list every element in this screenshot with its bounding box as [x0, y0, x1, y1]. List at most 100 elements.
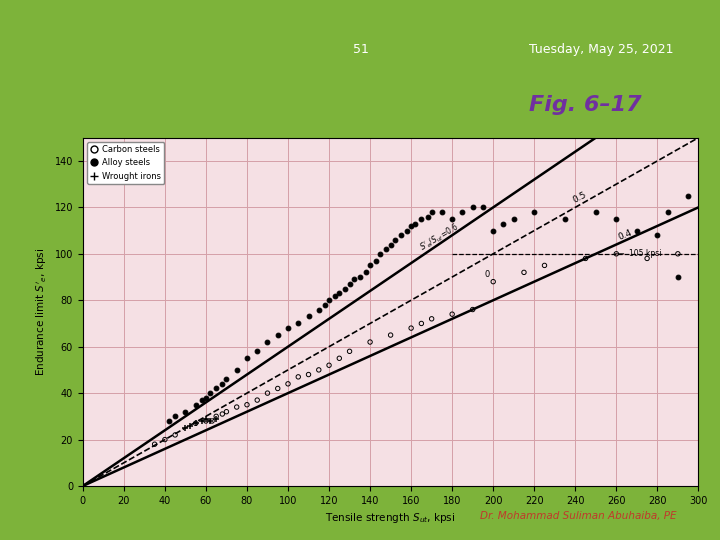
Point — [672, 273, 684, 281]
Point — [313, 305, 325, 314]
Point — [200, 414, 212, 423]
Point — [196, 417, 207, 426]
Point — [282, 324, 294, 333]
Point — [364, 338, 376, 346]
Point — [330, 291, 341, 300]
Point — [652, 231, 663, 240]
Point — [190, 401, 202, 409]
Point — [498, 219, 509, 228]
Point — [231, 366, 243, 374]
Point — [348, 275, 359, 284]
Text: 0: 0 — [485, 270, 490, 279]
Point — [487, 226, 499, 235]
Text: Dr. Mohammad Suliman Abuhaiba, PE: Dr. Mohammad Suliman Abuhaiba, PE — [480, 511, 677, 521]
Point — [456, 208, 468, 217]
Point — [426, 314, 438, 323]
Point — [340, 284, 351, 293]
Point — [415, 319, 427, 328]
Point — [207, 417, 218, 426]
Point — [262, 389, 274, 397]
Point — [385, 240, 397, 249]
Point — [360, 268, 372, 276]
Point — [590, 208, 602, 217]
Point — [184, 421, 195, 430]
Point — [272, 384, 284, 393]
Point — [410, 219, 421, 228]
Point — [539, 261, 550, 269]
Point — [282, 380, 294, 388]
Point — [323, 361, 335, 369]
Point — [159, 435, 171, 444]
Point — [467, 305, 479, 314]
Point — [446, 214, 458, 224]
Point — [477, 203, 489, 212]
Point — [389, 235, 400, 244]
Point — [344, 347, 356, 356]
Point — [611, 249, 622, 258]
Point — [251, 347, 263, 356]
Point — [149, 440, 161, 449]
Point — [422, 212, 433, 221]
Point — [354, 273, 366, 281]
Point — [217, 410, 228, 418]
Point — [292, 373, 304, 381]
Point — [163, 417, 175, 426]
Point — [169, 412, 181, 421]
Point — [446, 310, 458, 319]
Point — [401, 226, 413, 235]
Point — [344, 280, 356, 288]
Text: 105 kpsi: 105 kpsi — [629, 249, 661, 258]
Point — [200, 394, 212, 402]
Point — [204, 389, 216, 397]
Point — [210, 414, 222, 423]
Text: Fig. 6–17: Fig. 6–17 — [529, 95, 642, 116]
Y-axis label: Endurance limit $S'_e$, kpsi: Endurance limit $S'_e$, kpsi — [35, 248, 49, 376]
Point — [333, 289, 345, 298]
Point — [302, 370, 314, 379]
Point — [508, 214, 520, 224]
Point — [415, 214, 427, 224]
Point — [217, 380, 228, 388]
Point — [231, 403, 243, 411]
Point — [528, 208, 540, 217]
Text: e: e — [313, 108, 326, 127]
Point — [333, 354, 345, 363]
Point — [180, 423, 192, 432]
Point — [672, 249, 684, 258]
Point — [487, 278, 499, 286]
Point — [292, 319, 304, 328]
Point — [436, 208, 448, 217]
Point — [251, 396, 263, 404]
Point — [196, 396, 207, 404]
Legend: Carbon steels, Alloy steels, Wrought irons: Carbon steels, Alloy steels, Wrought iro… — [87, 142, 164, 184]
Point — [262, 338, 274, 346]
Point — [642, 254, 653, 263]
Text: Tuesday, May 25, 2021: Tuesday, May 25, 2021 — [528, 43, 673, 56]
Point — [405, 221, 417, 230]
Point — [364, 261, 376, 269]
Text: Reliability Factor $\bfit{k}$: Reliability Factor $\bfit{k}$ — [37, 89, 365, 122]
X-axis label: Tensile strength $S_{ut}$, kpsi: Tensile strength $S_{ut}$, kpsi — [325, 511, 456, 525]
Point — [241, 401, 253, 409]
Point — [210, 412, 222, 421]
Text: $S'_e/S_{ut}$=0.6: $S'_e/S_{ut}$=0.6 — [418, 220, 462, 254]
Point — [190, 419, 202, 428]
Point — [220, 407, 232, 416]
Point — [313, 366, 325, 374]
Point — [180, 407, 192, 416]
Point — [683, 191, 694, 200]
Point — [580, 254, 591, 263]
Point — [405, 324, 417, 333]
Point — [241, 354, 253, 363]
Point — [426, 208, 438, 217]
Point — [200, 417, 212, 426]
Point — [467, 203, 479, 212]
Point — [169, 430, 181, 439]
Text: 0.5: 0.5 — [571, 190, 588, 205]
Point — [631, 226, 642, 235]
Point — [611, 214, 622, 224]
Point — [662, 208, 673, 217]
Point — [385, 330, 397, 340]
Point — [272, 330, 284, 340]
Point — [302, 312, 314, 321]
